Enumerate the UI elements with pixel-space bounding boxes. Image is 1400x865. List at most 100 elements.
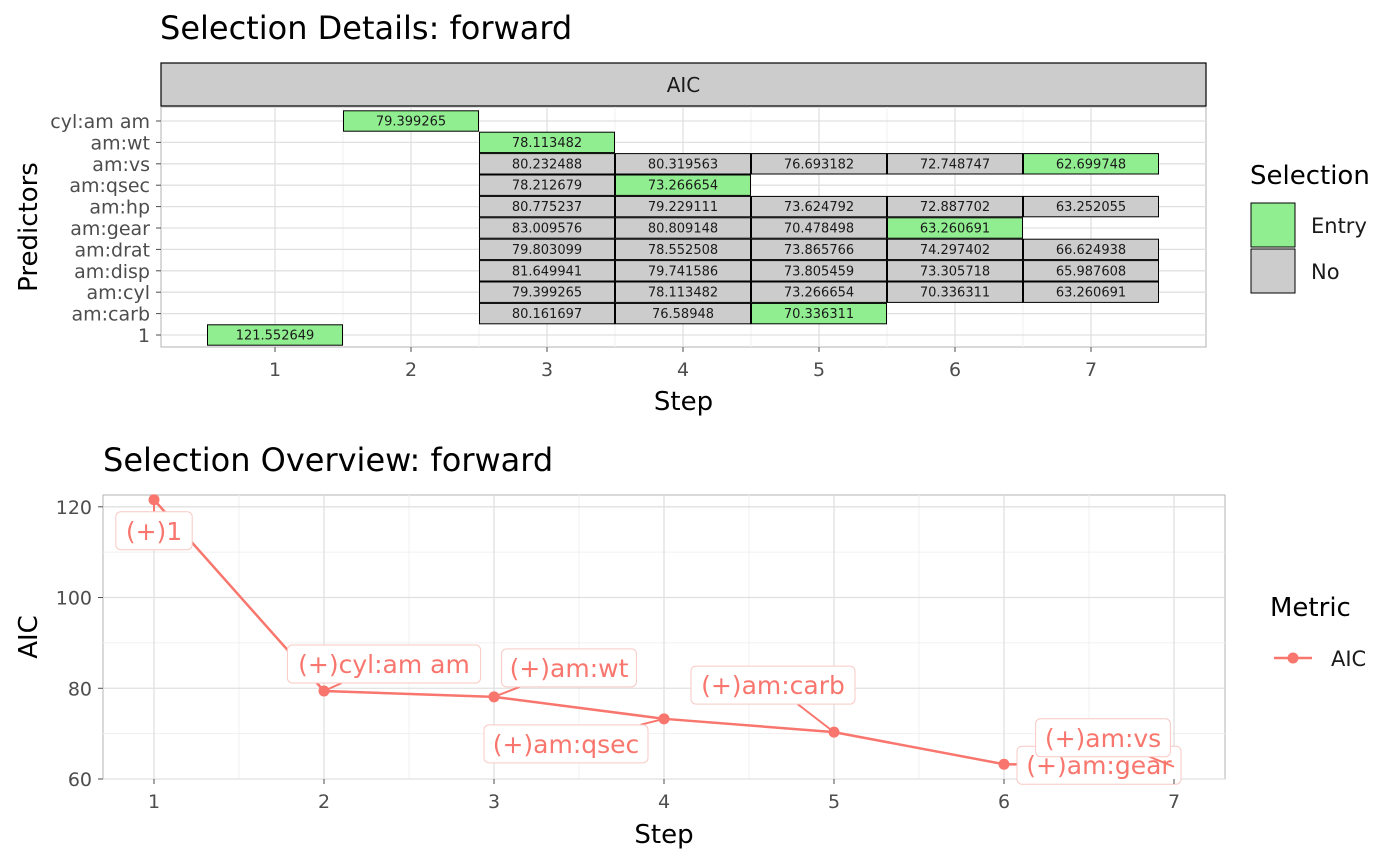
x-tick-label: 2 (318, 791, 330, 813)
y-tick-label: am:hp (89, 197, 150, 219)
tile-label: 72.748747 (920, 157, 990, 172)
heatmap-tile (479, 260, 615, 282)
tile-label: 80.161697 (512, 307, 582, 322)
y-tick-label: am:vs (92, 154, 150, 176)
y-tick-label: am:wt (90, 132, 150, 154)
x-tick-label: 4 (677, 359, 689, 381)
heatmap-tile (479, 174, 615, 196)
label-connector (797, 703, 835, 733)
tile-label: 72.887702 (920, 200, 990, 215)
tile-label: 79.399265 (376, 115, 446, 130)
x-axis-title: Step (654, 387, 713, 417)
facet-strip (160, 62, 1207, 107)
x-axis-title-overview: Step (634, 820, 693, 850)
y-tick-label: am:gear (70, 218, 150, 240)
legend-label: AIC (1331, 647, 1366, 671)
tile-label: 80.319563 (648, 157, 718, 172)
x-tick-label: 4 (658, 791, 670, 813)
tile-label: 78.212679 (512, 179, 582, 194)
point-label-box (690, 665, 856, 705)
heatmap-tile (1023, 281, 1159, 303)
heatmap-tile (751, 153, 887, 175)
heatmap-tile (887, 217, 1023, 239)
chart-title-overview: Selection Overview: forward (103, 441, 553, 479)
point-label: (+)cyl:am am (298, 650, 470, 679)
point-labels: (+)1 (+)cyl:am am (+)am:wt (+)am:qsec (+)am:… (115, 499, 1182, 785)
x-tick-label: 6 (949, 359, 961, 381)
x-tick-label: 7 (1168, 791, 1180, 813)
x-tick-label: 2 (405, 359, 417, 381)
tile-label: 78.113482 (512, 136, 582, 151)
tile-label: 73.305718 (920, 264, 990, 279)
tile-label: 70.336311 (784, 307, 854, 322)
legend-key (1250, 248, 1296, 294)
tile-label: 63.260691 (920, 222, 990, 237)
y-tick-label: cyl:am am (50, 111, 150, 133)
heatmap-tile (751, 281, 887, 303)
y-tick-label: 80 (68, 678, 92, 700)
y-axis-ticks: 1am:carbam:cylam:dispam:dratam:gearam:hp… (50, 111, 161, 347)
tile-label: 80.232488 (512, 157, 582, 172)
label-connector (1149, 755, 1175, 768)
heatmap-tile (1023, 238, 1159, 261)
y-tick-label: am:carb (71, 304, 150, 326)
x-tick-label: 6 (998, 791, 1010, 813)
point-label-box (501, 648, 637, 688)
x-axis-ticks: 1 2 3 4 5 6 7 (269, 347, 1097, 381)
heatmap-tile (887, 153, 1023, 175)
heatmap-tile (207, 324, 343, 346)
legend-title-overview: Metric (1270, 593, 1351, 623)
y-tick-label: 100 (56, 588, 92, 610)
point-label-box (115, 511, 193, 551)
heatmap-tile (887, 238, 1023, 261)
legend-label: Entry (1311, 214, 1367, 238)
x-tick-label: 5 (813, 359, 825, 381)
tile-label: 79.229111 (648, 200, 718, 215)
x-axis-ticks-overview: 1 2 3 4 5 6 7 (148, 779, 1180, 813)
x-tick-label: 7 (1085, 359, 1097, 381)
x-tick-label: 1 (269, 359, 281, 381)
heatmap-tiles: 121.552649 79.399265 78.113482 80.232488 78.… (207, 110, 1159, 346)
legend-label: No (1311, 260, 1340, 284)
point-label-box (286, 644, 482, 684)
point-label: (+)am:wt (510, 654, 629, 683)
tile-label: 63.252055 (1056, 200, 1126, 215)
selection-details-chart: Selection Details: forward AIC 121.55264… (14, 9, 1370, 417)
tile-label: 76.58948 (652, 307, 714, 322)
x-tick-label: 3 (541, 359, 553, 381)
y-tick-label: am:drat (74, 239, 150, 261)
label-connector (640, 717, 665, 726)
tile-label: 70.478498 (784, 222, 854, 237)
tile-label: 70.336311 (920, 286, 990, 301)
tile-label: 74.297402 (920, 243, 990, 258)
y-axis-title-overview: AIC (14, 615, 44, 659)
point-label: (+)am:carb (701, 671, 845, 700)
heatmap-tile (1023, 260, 1159, 282)
heatmap-tile (615, 153, 751, 175)
y-tick-label: 1 (138, 325, 150, 347)
y-axis-title: Predictors (14, 162, 44, 292)
heatmap-tile (479, 238, 615, 261)
heatmap-tile (751, 238, 887, 261)
selection-legend: Selection Entry No (1250, 161, 1370, 294)
facet-strip-label: AIC (667, 73, 701, 97)
y-tick-label: 120 (56, 497, 92, 519)
tile-label: 62.699748 (1056, 157, 1126, 172)
tile-label: 80.809148 (648, 222, 718, 237)
tile-label: 79.803099 (512, 243, 582, 258)
y-tick-label: am:cyl (86, 282, 150, 304)
heatmap-tile (479, 153, 615, 175)
y-axis-ticks-overview: 60 80 100 120 (56, 497, 103, 791)
tile-label: 79.399265 (512, 286, 582, 301)
tile-label: 78.113482 (648, 286, 718, 301)
heatmap-tile (751, 302, 887, 325)
y-tick-label: am:disp (74, 261, 150, 283)
label-connector (323, 682, 343, 692)
chart-title: Selection Details: forward (160, 9, 572, 47)
metric-legend: Metric AIC (1270, 593, 1366, 671)
heatmap-tile (615, 238, 751, 261)
heatmap-tile (479, 217, 615, 239)
tile-label: 79.741586 (648, 264, 718, 279)
tile-label: 73.865766 (784, 243, 854, 258)
